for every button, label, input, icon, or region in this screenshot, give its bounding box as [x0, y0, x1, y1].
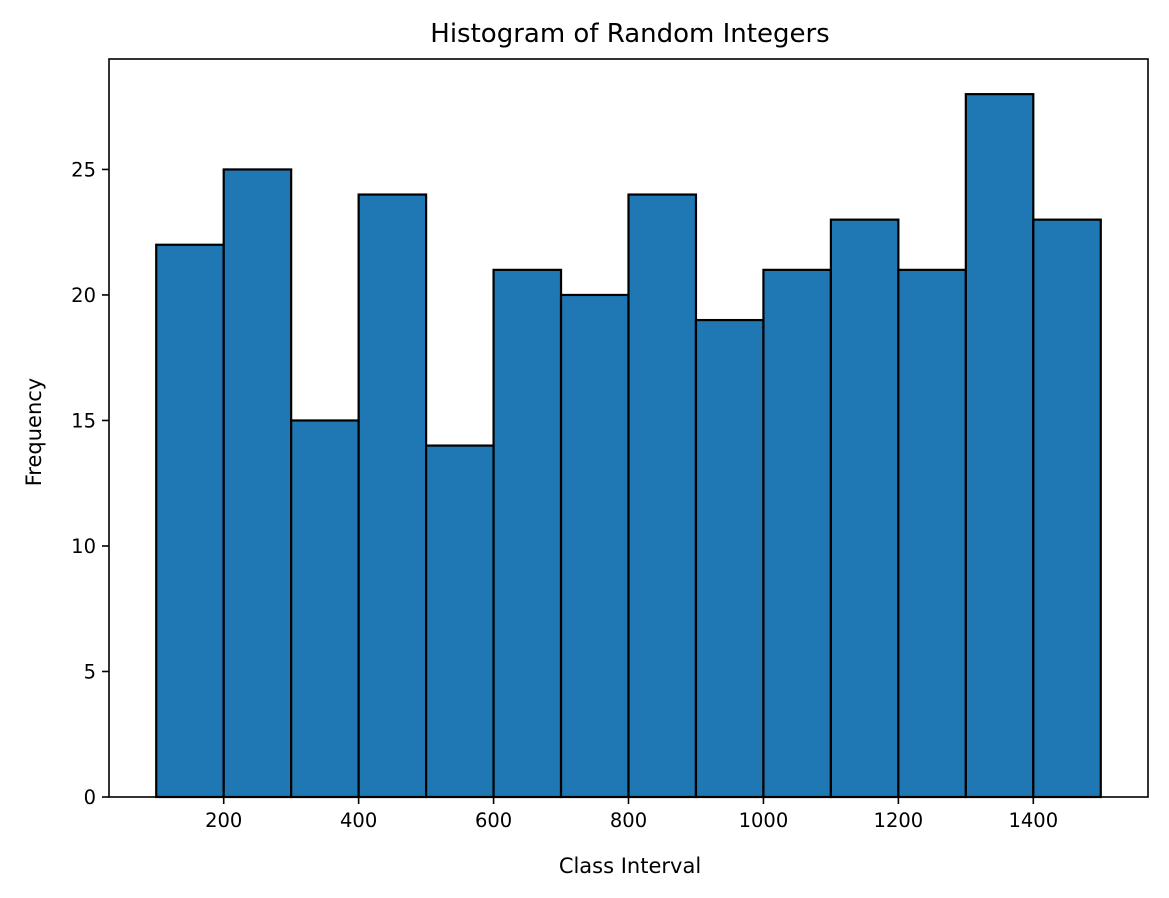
histogram-bar [627, 193, 698, 799]
histogram-bar [829, 218, 900, 799]
histogram-bar [155, 243, 225, 799]
histogram-bar [1032, 218, 1102, 799]
histogram-bar [290, 419, 360, 799]
histogram-bar [492, 268, 563, 799]
x-tick-label: 1200 [874, 809, 924, 832]
y-tick-label: 10 [71, 535, 96, 558]
y-axis-label: Frequency [22, 378, 46, 487]
chart-title: Histogram of Random Integers [430, 19, 829, 49]
bars-group [155, 93, 1102, 799]
histogram-bar [357, 193, 428, 799]
y-tick-label: 25 [71, 158, 96, 181]
histogram-bar [964, 93, 1035, 799]
histogram-bar [424, 444, 495, 799]
y-tick-label: 15 [71, 409, 96, 432]
x-tick-label: 200 [205, 809, 242, 832]
x-tick-label: 600 [475, 809, 512, 832]
histogram-bar [559, 293, 630, 799]
x-tick-label: 400 [340, 809, 377, 832]
histogram-bar [897, 268, 967, 799]
x-tick-label: 1400 [1008, 809, 1058, 832]
x-axis-label: Class Interval [559, 854, 701, 878]
y-tick-label: 20 [71, 284, 96, 307]
histogram-bar [762, 268, 833, 799]
histogram-bar [222, 168, 293, 799]
histogram-bar [694, 318, 765, 799]
y-tick-label: 5 [84, 660, 96, 683]
y-axis: 0 5 10 15 20 25 [71, 158, 109, 809]
x-axis: 200 400 600 800 1000 1200 1400 [205, 797, 1058, 832]
y-tick-label: 0 [84, 786, 96, 809]
x-tick-label: 1000 [739, 809, 789, 832]
x-tick-label: 800 [610, 809, 647, 832]
